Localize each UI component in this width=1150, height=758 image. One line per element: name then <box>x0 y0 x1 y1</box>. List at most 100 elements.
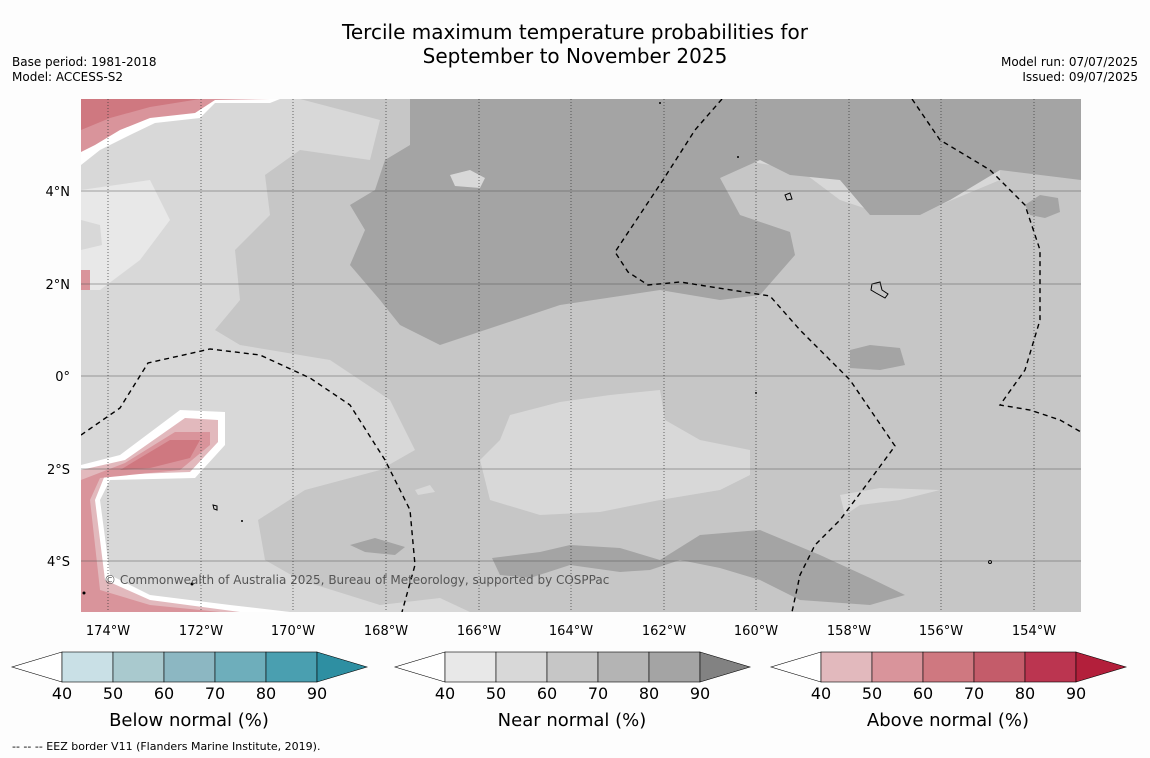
model-run: Model run: 07/07/2025 <box>1000 55 1138 69</box>
lon-label: 164°W <box>549 624 593 639</box>
copyright-notice: © Commonwealth of Australia 2025, Bureau… <box>104 573 609 587</box>
latitude-labels: 4°N 2°N 0° 2°S 4°S <box>46 185 71 570</box>
colorbar-segment <box>163 651 216 683</box>
colorbar-below-normal: 40 50 60 70 80 90 Below normal (%) <box>10 651 369 731</box>
map-plot-area: © Commonwealth of Australia 2025, Bureau… <box>81 99 1081 612</box>
colorbar-tick: 50 <box>486 684 506 703</box>
colorbar-tick: 80 <box>1015 684 1035 703</box>
lon-label: 174°W <box>86 624 130 639</box>
colorbar-segment <box>973 651 1026 683</box>
island-dot <box>82 591 86 595</box>
colorbar-near-normal: 40 50 60 70 80 90 Near normal (%) <box>393 651 752 731</box>
colorbar-tick: 40 <box>435 684 455 703</box>
colorbar-tick: 40 <box>811 684 831 703</box>
latitude-gridlines <box>81 190 1081 562</box>
colorbar-segment <box>871 651 924 683</box>
colorbar-segment <box>820 651 873 683</box>
near-normal-50-60-spot <box>81 220 102 250</box>
colorbar-segment <box>1024 651 1077 683</box>
near-normal-40-50-west <box>81 180 170 290</box>
colorbar-above-normal: 40 50 60 70 80 90 Above normal (%) <box>769 651 1128 731</box>
island-dot <box>190 582 194 586</box>
lon-label: 162°W <box>642 624 686 639</box>
near-normal-50-60-spot-south <box>415 485 435 495</box>
colorbar-tick: 60 <box>154 684 174 703</box>
island-dot <box>988 560 992 564</box>
colorbar-segment <box>648 651 701 683</box>
colorbar-tick: 60 <box>537 684 557 703</box>
near-normal-70-80-east-spot <box>1025 195 1060 218</box>
lat-label: 2°N <box>46 278 71 293</box>
lon-label: 168°W <box>364 624 408 639</box>
longitude-labels: 174°W 172°W 170°W 168°W 166°W 164°W 162°… <box>86 624 1056 639</box>
lon-label: 158°W <box>827 624 871 639</box>
colorbar-label: Near normal (%) <box>498 710 647 731</box>
colorbar-segment <box>265 651 318 683</box>
map-canvas: © Commonwealth of Australia 2025, Bureau… <box>10 99 1128 731</box>
lon-label: 166°W <box>457 624 501 639</box>
colorbar-tick: 90 <box>1066 684 1086 703</box>
colorbar-label: Below normal (%) <box>109 710 269 731</box>
near-normal-70-80-central-spot <box>850 345 905 370</box>
lon-label: 154°W <box>1012 624 1056 639</box>
near-normal-70-80-south-band <box>492 530 905 605</box>
lat-label: 2°S <box>47 463 70 478</box>
colorbar-segment <box>495 651 548 683</box>
lon-label: 172°W <box>179 624 223 639</box>
above-normal-60-70-sw <box>120 440 200 470</box>
near-normal-50-60-west <box>81 99 470 612</box>
island-dot <box>241 520 243 522</box>
near-normal-70-80-south-spot <box>350 538 405 555</box>
base-period: Base period: 1981-2018 <box>12 55 157 69</box>
colorbar-tick: 60 <box>913 684 933 703</box>
colorbar-tick: 70 <box>205 684 225 703</box>
near-normal-50-60-southeast <box>840 488 940 515</box>
colorbar-segment <box>699 651 752 683</box>
colorbar-segment <box>769 651 822 683</box>
lat-label: 4°S <box>47 555 70 570</box>
above-normal-50-60-sw <box>81 432 220 612</box>
colorbar-tick: 40 <box>52 684 72 703</box>
colorbar-tick: 70 <box>588 684 608 703</box>
colorbar-segment <box>546 651 599 683</box>
colorbar-segment <box>214 651 267 683</box>
issued-date: Issued: 09/07/2025 <box>1022 70 1138 84</box>
colorbar-segment <box>922 651 975 683</box>
colorbar-tick: 70 <box>964 684 984 703</box>
colorbar-segment <box>61 651 114 683</box>
near-normal-50-60-central <box>480 390 750 515</box>
model-name: Model: ACCESS-S2 <box>12 70 124 84</box>
lat-label: 4°N <box>46 185 71 200</box>
colorbar-tick: 80 <box>256 684 276 703</box>
lon-label: 156°W <box>919 624 963 639</box>
map-title-line1: Tercile maximum temperature probabilitie… <box>342 20 808 44</box>
eez-footnote: -- -- -- EEZ border V11 (Flanders Marine… <box>12 740 321 753</box>
colorbar-label: Above normal (%) <box>867 710 1029 731</box>
lon-label: 160°W <box>734 624 778 639</box>
colorbar-segment <box>1075 651 1128 683</box>
island-dot <box>737 156 739 158</box>
lon-label: 170°W <box>271 624 315 639</box>
near-normal-50-60-islet <box>450 170 485 188</box>
colorbar-tick: 50 <box>103 684 123 703</box>
lat-label: 0° <box>55 370 70 385</box>
colorbar-segment <box>112 651 165 683</box>
colorbar-tick: 80 <box>639 684 659 703</box>
colorbar-tick: 90 <box>690 684 710 703</box>
colorbar-tick: 90 <box>307 684 327 703</box>
colorbar-segment <box>316 651 369 683</box>
colorbar-segment <box>393 651 446 683</box>
colorbar-segment <box>597 651 650 683</box>
colorbar-segment <box>10 651 63 683</box>
colorbar-segment <box>444 651 497 683</box>
map-title-line2: September to November 2025 <box>422 44 728 68</box>
island-dot <box>659 102 661 104</box>
near-normal-70-80-north <box>350 99 1081 345</box>
eez-borders <box>81 99 1081 612</box>
above-normal-west-spot <box>81 270 90 290</box>
island-outline <box>784 192 793 201</box>
island-outline-sw <box>212 504 218 511</box>
above-normal-60-70-nw <box>81 99 200 130</box>
island-outline-kiritimati <box>870 281 889 299</box>
colorbar-tick: 50 <box>862 684 882 703</box>
